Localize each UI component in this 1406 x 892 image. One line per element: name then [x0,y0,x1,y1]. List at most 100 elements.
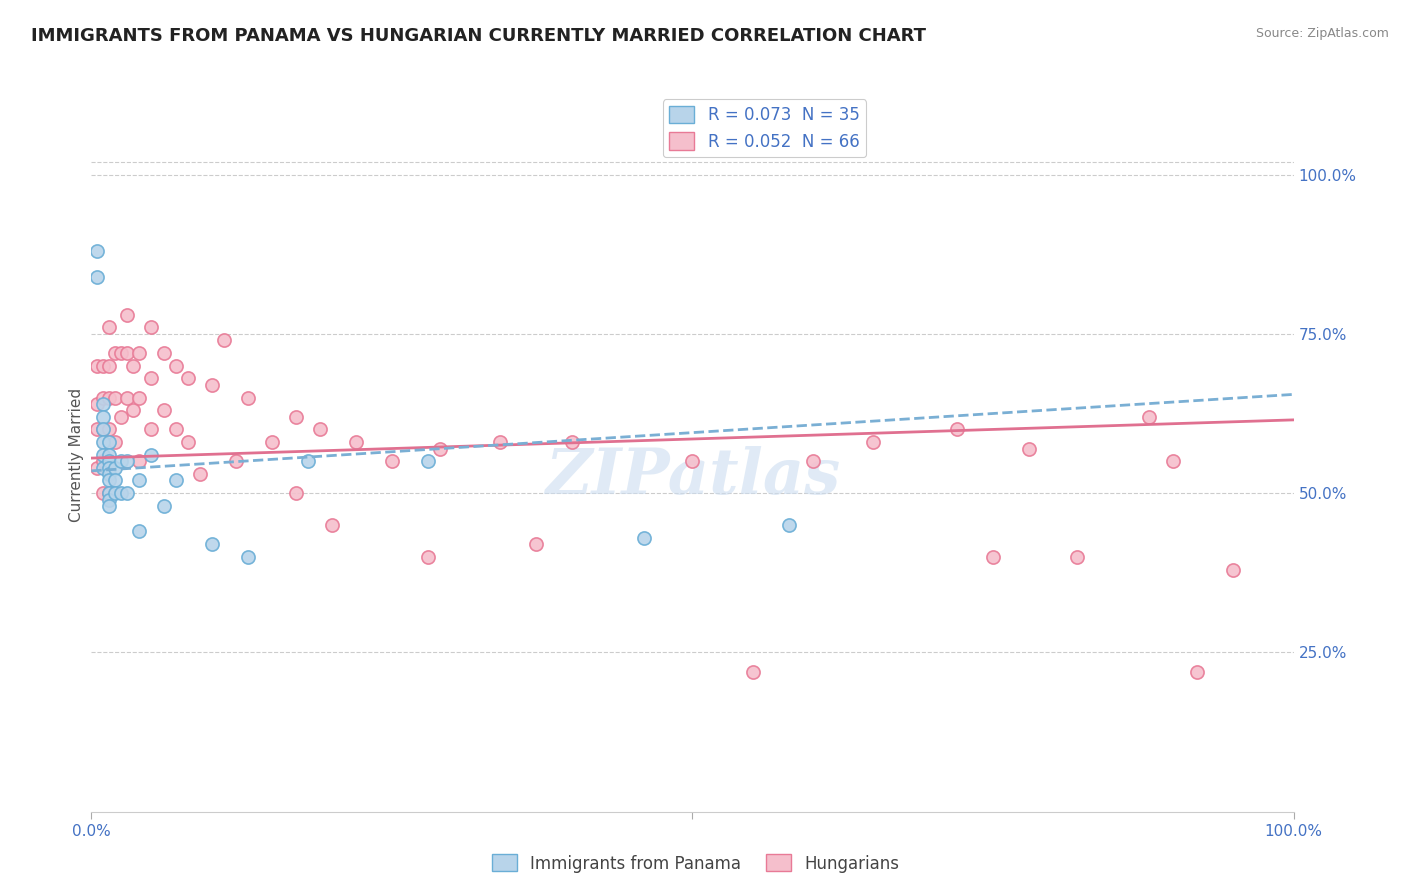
Point [93,422,115,436]
Text: Source: ZipAtlas.com: Source: ZipAtlas.com [1256,27,1389,40]
Point [86,422,108,436]
Point [201,537,224,551]
Point [141,448,163,462]
Point [1066,549,1088,564]
Point [98,454,121,468]
Point [381,454,404,468]
Point [128,346,150,360]
Point [110,454,132,468]
Point [98,460,121,475]
Point [98,486,121,500]
Point [110,346,132,360]
Point [117,346,139,360]
Point [165,422,187,436]
Point [152,346,174,360]
Point [141,422,163,436]
Point [1018,442,1040,456]
Point [104,486,127,500]
Point [778,518,800,533]
Text: ZIPatlas: ZIPatlas [546,446,839,507]
Point [86,460,108,475]
Point [236,391,259,405]
Point [152,403,174,417]
Point [98,320,121,334]
Point [122,403,145,417]
Point [344,435,367,450]
Point [201,377,224,392]
Point [104,474,127,488]
Point [1187,665,1209,679]
Point [1137,409,1160,424]
Point [260,435,283,450]
Point [104,391,127,405]
Point [98,474,121,488]
Point [93,448,115,462]
Point [98,454,121,468]
Point [141,320,163,334]
Point [117,454,139,468]
Point [633,531,655,545]
Point [98,486,121,500]
Point [98,435,121,450]
Point [308,422,330,436]
Point [93,454,115,468]
Point [98,422,121,436]
Point [321,518,343,533]
Point [176,435,198,450]
Point [212,333,235,347]
Point [416,454,439,468]
Point [128,474,150,488]
Point [98,359,121,373]
Point [284,486,307,500]
Point [1161,454,1184,468]
Point [429,442,451,456]
Point [93,359,115,373]
Point [981,549,1004,564]
Point [128,454,150,468]
Point [117,308,139,322]
Point [862,435,884,450]
Point [741,665,763,679]
Y-axis label: Currently Married: Currently Married [69,388,84,522]
Point [86,359,108,373]
Point [236,549,259,564]
Point [297,454,319,468]
Point [188,467,211,481]
Point [104,435,127,450]
Point [93,435,115,450]
Point [93,391,115,405]
Point [416,549,439,564]
Point [801,454,824,468]
Point [98,391,121,405]
Point [93,422,115,436]
Point [93,409,115,424]
Point [98,467,121,481]
Point [93,460,115,475]
Point [86,269,108,284]
Point [524,537,547,551]
Point [128,391,150,405]
Point [122,359,145,373]
Legend: Immigrants from Panama, Hungarians: Immigrants from Panama, Hungarians [485,847,907,880]
Point [561,435,583,450]
Point [117,486,139,500]
Point [225,454,247,468]
Point [98,448,121,462]
Point [681,454,703,468]
Point [284,409,307,424]
Point [93,486,115,500]
Point [98,492,121,507]
Point [98,499,121,513]
Point [93,397,115,411]
Point [165,474,187,488]
Point [128,524,150,539]
Point [141,371,163,385]
Point [489,435,512,450]
Point [104,460,127,475]
Point [165,359,187,373]
Point [86,244,108,258]
Point [110,409,132,424]
Point [946,422,969,436]
Point [86,397,108,411]
Point [104,346,127,360]
